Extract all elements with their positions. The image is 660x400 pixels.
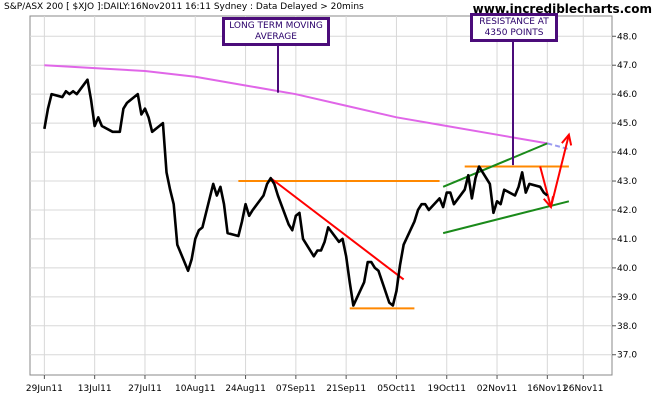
y-tick-label: 44.0 (617, 148, 637, 158)
channel-line (442, 142, 548, 188)
y-tick-label: 38.0 (617, 322, 637, 332)
brand-logo: www.incrediblecharts.com (472, 2, 652, 16)
y-tick-label: 40.0 (617, 264, 637, 274)
price-line (43, 78, 549, 307)
x-tick-label: 07Sep11 (276, 384, 316, 394)
y-tick-label: 45.0 (617, 119, 637, 129)
x-tick-label: 16Nov11 (527, 384, 567, 394)
trend-red-line (270, 177, 405, 281)
x-tick-label: 27Jul11 (128, 384, 162, 394)
moving-average-line (44, 64, 548, 145)
y-tick-label: 42.0 (617, 206, 637, 216)
x-tick-label: 29Jun11 (26, 384, 63, 394)
resistance-callout: RESISTANCE AT 4350 POINTS (470, 13, 558, 42)
y-tick-label: 46.0 (617, 90, 637, 100)
x-tick-label: 02Nov11 (477, 384, 517, 394)
channel-line (442, 200, 570, 235)
y-tick-label: 47.0 (617, 61, 637, 71)
x-tick-label: 05Oct11 (377, 384, 415, 394)
y-tick-label: 41.0 (617, 235, 637, 245)
y-tick-label: 37.0 (617, 351, 637, 361)
x-tick-label: 13Jul11 (78, 384, 112, 394)
x-tick-label: 26Nov11 (563, 384, 603, 394)
y-tick-label: 43.0 (617, 177, 637, 187)
arrow-red-line (539, 166, 552, 208)
arrow-red-line (549, 134, 570, 208)
ma-callout: LONG TERM MOVING AVERAGE (222, 17, 330, 46)
y-tick-label: 39.0 (617, 293, 637, 303)
y-tick-label: 48.0 (617, 32, 637, 42)
arrow-head (561, 132, 573, 146)
x-tick-label: 19Oct11 (428, 384, 466, 394)
x-tick-label: 10Aug11 (175, 384, 215, 394)
x-tick-label: 21Sep11 (326, 384, 366, 394)
chart-title: S&P/ASX 200 [ $XJO ]:DAILY:16Nov2011 16:… (4, 2, 364, 12)
x-tick-label: 24Aug11 (225, 384, 265, 394)
